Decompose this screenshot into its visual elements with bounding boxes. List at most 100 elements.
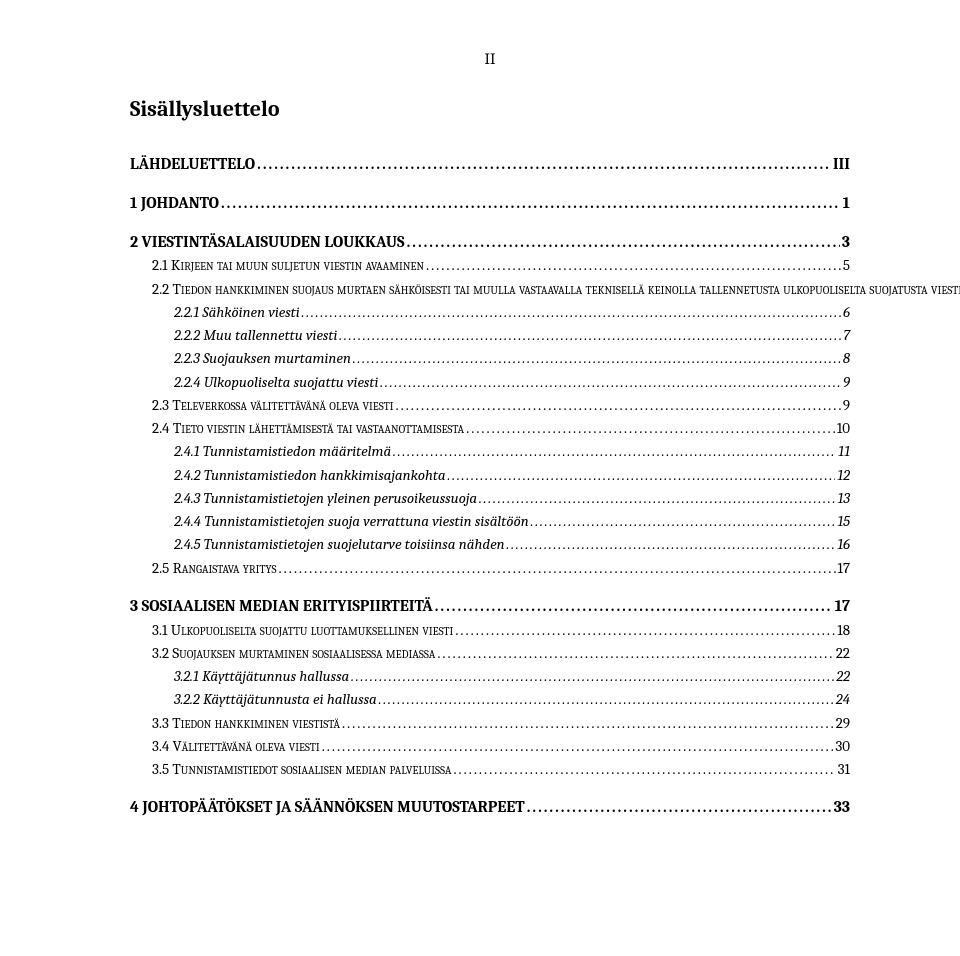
toc-entry-page: 3 [840, 230, 850, 255]
toc-leader-dots [255, 152, 831, 177]
toc-entry[interactable]: 2.4.1 Tunnistamistiedon määritelmä 11 [130, 440, 850, 463]
toc-entry-page: 7 [841, 324, 850, 347]
toc-entry-label: 3.1 Ulkopuoliselta suojattu luottamuksel… [152, 619, 453, 642]
toc-entry-page: 5 [841, 254, 850, 277]
toc-entry-page: 33 [832, 795, 850, 820]
toc-leader-dots [337, 324, 841, 347]
toc-leader-dots [446, 464, 836, 487]
toc-entry-page: 17 [836, 557, 850, 580]
toc-leader-dots [464, 417, 835, 440]
toc-entry[interactable]: 3.5 Tunnistamistiedot sosiaalisen median… [130, 758, 850, 781]
toc-entry[interactable]: 2.3 Televerkossa välitettävänä oleva vie… [130, 394, 850, 417]
toc-entry[interactable]: 2.4.2 Tunnistamistiedon hankkimisajankoh… [130, 464, 850, 487]
toc-entry[interactable]: 1 JOHDANTO 1 [130, 191, 850, 216]
toc-entry-page: 8 [841, 347, 850, 370]
toc-entry-label: 3.2.1 Käyttäjätunnus hallussa [174, 665, 349, 688]
toc-entry-label: 3.5 Tunnistamistiedot sosiaalisen median… [152, 758, 451, 781]
toc-entry-page: 1 [841, 191, 850, 216]
toc-leader-dots [405, 230, 840, 255]
toc-entry-page: 10 [835, 417, 850, 440]
toc-entry-label: 2.2.4 Ulkopuoliselta suojattu viesti [174, 371, 378, 394]
toc-entry-page: 16 [835, 533, 850, 556]
toc-leader-dots [525, 795, 832, 820]
toc-entry[interactable]: 2.1 Kirjeen tai muun suljetun viestin av… [130, 254, 850, 277]
toc-entry-label: 2.2 Tiedon hankkiminen suojaus murtaen s… [152, 278, 960, 301]
toc-entry[interactable]: 2.4.3 Tunnistamistietojen yleinen peruso… [130, 487, 850, 510]
toc-entry-page: 13 [836, 487, 851, 510]
toc-entry-page: 17 [833, 594, 850, 619]
toc-entry-page: 18 [835, 619, 850, 642]
toc-entry[interactable]: 2.2.1 Sähköinen viesti 6 [130, 301, 850, 324]
toc-leader-dots [451, 758, 835, 781]
toc-entry-label: 4 JOHTOPÄÄTÖKSET JA SÄÄNNÖKSEN MUUTOSTAR… [130, 795, 525, 820]
toc-entry-label: 1 JOHDANTO [130, 191, 219, 216]
toc-leader-dots [435, 642, 834, 665]
table-of-contents: LÄHDELUETTELO III 1 JOHDANTO 1 2 VIESTINTÄSA… [130, 152, 850, 820]
toc-entry-label: 2.2.1 Sähköinen viesti [174, 301, 300, 324]
toc-entry-page: III [831, 152, 850, 177]
toc-entry-label: 2.1 Kirjeen tai muun suljetun viestin av… [152, 254, 424, 277]
toc-leader-dots [453, 619, 835, 642]
toc-entry-page: 22 [834, 665, 850, 688]
toc-entry[interactable]: 2.4 Tieto viestin lähettämisestä tai vas… [130, 417, 850, 440]
toc-entry-label: 2.5 Rangaistava yritys [152, 557, 277, 580]
toc-entry[interactable]: 3.2.1 Käyttäjätunnus hallussa 22 [130, 665, 850, 688]
toc-entry-page: 29 [834, 712, 850, 735]
toc-entry-label: 3.4 Välitettävänä oleva viesti [152, 735, 320, 758]
toc-entry-label: 2.2.2 Muu tallennettu viesti [174, 324, 337, 347]
toc-leader-dots [351, 347, 841, 370]
toc-entry-label: 2.4.4 Tunnistamistietojen suoja verrattu… [174, 510, 529, 533]
toc-entry[interactable]: 3 SOSIAALISEN MEDIAN ERITYISPIIRTEITÄ 17 [130, 594, 850, 619]
toc-entry-page: 9 [841, 371, 850, 394]
document-page: II Sisällysluettelo LÄHDELUETTELO III 1 JO… [0, 0, 960, 956]
toc-leader-dots [320, 735, 834, 758]
toc-entry[interactable]: 2.4.4 Tunnistamistietojen suoja verrattu… [130, 510, 850, 533]
toc-entry-page: 11 [836, 440, 850, 463]
toc-entry[interactable]: 2.2 Tiedon hankkiminen suojaus murtaen s… [130, 278, 850, 301]
toc-entry[interactable]: 2 VIESTINTÄSALAISUUDEN LOUKKAUS 3 [130, 230, 850, 255]
toc-leader-dots [378, 371, 841, 394]
toc-entry[interactable]: 4 JOHTOPÄÄTÖKSET JA SÄÄNNÖKSEN MUUTOSTAR… [130, 795, 850, 820]
toc-leader-dots [391, 440, 836, 463]
toc-entry[interactable]: LÄHDELUETTELO III [130, 152, 850, 177]
toc-leader-dots [394, 394, 841, 417]
toc-entry[interactable]: 2.2.3 Suojauksen murtaminen 8 [130, 347, 850, 370]
toc-entry[interactable]: 2.4.5 Tunnistamistietojen suojelutarve t… [130, 533, 850, 556]
toc-entry[interactable]: 3.1 Ulkopuoliselta suojattu luottamuksel… [130, 619, 850, 642]
toc-entry-label: 2 VIESTINTÄSALAISUUDEN LOUKKAUS [130, 230, 405, 255]
toc-entry[interactable]: 3.3 Tiedon hankkiminen viestistä29 [130, 712, 850, 735]
toc-leader-dots [219, 191, 841, 216]
toc-entry-label: 3.2.2 Käyttäjätunnusta ei hallussa [174, 688, 377, 711]
toc-entry[interactable]: 2.2.2 Muu tallennettu viesti 7 [130, 324, 850, 347]
toc-entry-page: 24 [834, 688, 850, 711]
toc-leader-dots [349, 665, 834, 688]
toc-leader-dots [477, 487, 835, 510]
toc-entry[interactable]: 2.2.4 Ulkopuoliselta suojattu viesti 9 [130, 371, 850, 394]
toc-entry-label: 3.2 Suojauksen murtaminen sosiaalisessa … [152, 642, 435, 665]
toc-entry-page: 12 [835, 464, 850, 487]
toc-entry-label: 2.4 Tieto viestin lähettämisestä tai vas… [152, 417, 464, 440]
toc-title: Sisällysluettelo [130, 96, 850, 122]
toc-leader-dots [300, 301, 841, 324]
toc-entry-label: LÄHDELUETTELO [130, 152, 255, 177]
toc-entry-label: 3 SOSIAALISEN MEDIAN ERITYISPIIRTEITÄ [130, 594, 433, 619]
page-number: II [130, 50, 850, 68]
toc-entry[interactable]: 3.2.2 Käyttäjätunnusta ei hallussa 24 [130, 688, 850, 711]
toc-entry-label: 2.3 Televerkossa välitettävänä oleva vie… [152, 394, 394, 417]
toc-entry-label: 2.4.2 Tunnistamistiedon hankkimisajankoh… [174, 464, 446, 487]
toc-leader-dots [377, 688, 834, 711]
toc-entry-label: 2.2.3 Suojauksen murtaminen [174, 347, 351, 370]
toc-entry[interactable]: 2.5 Rangaistava yritys 17 [130, 557, 850, 580]
toc-entry-page: 6 [841, 301, 850, 324]
toc-entry-label: 2.4.1 Tunnistamistiedon määritelmä [174, 440, 391, 463]
toc-entry-page: 9 [841, 394, 850, 417]
toc-entry[interactable]: 3.4 Välitettävänä oleva viesti 30 [130, 735, 850, 758]
toc-entry-page: 30 [833, 735, 850, 758]
toc-leader-dots [505, 533, 836, 556]
toc-entry[interactable]: 3.2 Suojauksen murtaminen sosiaalisessa … [130, 642, 850, 665]
toc-leader-dots [340, 712, 834, 735]
toc-entry-label: 2.4.3 Tunnistamistietojen yleinen peruso… [174, 487, 477, 510]
toc-entry-page: 22 [834, 642, 850, 665]
toc-leader-dots [433, 594, 833, 619]
toc-leader-dots [424, 254, 841, 277]
